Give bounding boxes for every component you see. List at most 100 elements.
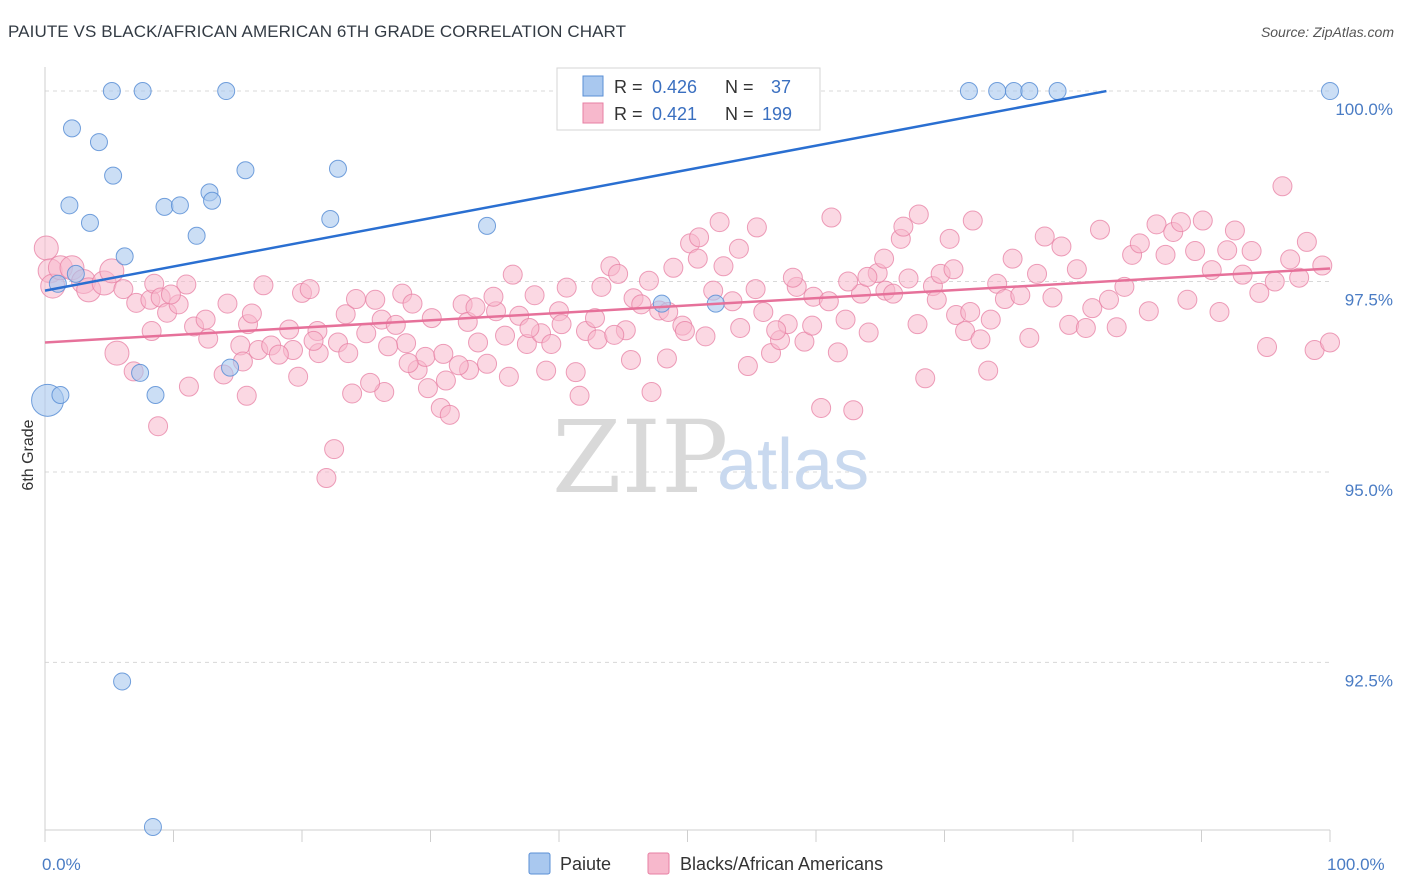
- black-point-41: [385, 314, 406, 335]
- black-point-211: [980, 309, 1001, 330]
- black-point-99: [835, 309, 856, 330]
- black-point-122: [1019, 327, 1040, 348]
- black-point-97: [818, 291, 839, 312]
- black-point-201: [802, 315, 823, 336]
- black-point-68: [584, 308, 605, 329]
- black-point-18: [195, 309, 216, 330]
- black-points: [33, 176, 1340, 489]
- black-trend-line: [44, 267, 1331, 344]
- black-point-170: [268, 344, 289, 365]
- black-point-159: [1312, 255, 1333, 276]
- chart-title: PAIUTE VS BLACK/AFRICAN AMERICAN 6TH GRA…: [8, 22, 627, 41]
- y-tick-label-3: 92.5%: [1345, 671, 1393, 690]
- black-point-186: [536, 360, 557, 381]
- black-point-75: [638, 270, 659, 291]
- black-point-66: [565, 362, 586, 383]
- paiute-point-32: [1020, 82, 1039, 101]
- legend-black-label: Blacks/African Americans: [680, 854, 883, 874]
- series-legend: Paiute Blacks/African Americans: [528, 852, 883, 875]
- paiute-point-22: [321, 210, 340, 229]
- paiute-point-20: [236, 161, 255, 180]
- black-point-81: [687, 248, 708, 269]
- black-point-147: [1217, 240, 1238, 261]
- black-point-141: [1170, 212, 1191, 233]
- black-point-196: [709, 212, 730, 233]
- black-point-198: [746, 217, 767, 238]
- black-point-78: [663, 257, 684, 278]
- black-point-183: [483, 286, 504, 307]
- black-point-134: [1114, 276, 1135, 297]
- black-point-39: [374, 381, 395, 402]
- stats-legend: R = 0.426 N = 37 R = 0.421 N = 199: [556, 67, 821, 131]
- black-point-44: [402, 293, 423, 314]
- paiute-point-29: [959, 82, 978, 101]
- watermark: ZIP atlas: [552, 399, 869, 516]
- y-tick-label-0: 100.0%: [1335, 100, 1393, 119]
- black-point-208: [926, 289, 947, 310]
- black-point-185: [519, 317, 540, 338]
- black-r-label: R =: [614, 104, 643, 124]
- black-point-71: [608, 263, 629, 284]
- black-point-115: [962, 210, 983, 231]
- black-point-175: [342, 383, 363, 404]
- black-point-50: [439, 404, 460, 425]
- paiute-point-1: [51, 386, 70, 405]
- black-point-191: [620, 349, 641, 370]
- black-point-131: [1089, 219, 1110, 240]
- black-point-130: [1082, 298, 1103, 319]
- black-point-25: [253, 275, 274, 296]
- black-point-121: [1010, 285, 1031, 306]
- paiute-point-27: [113, 672, 132, 691]
- black-point-204: [857, 266, 878, 287]
- paiute-point-30: [988, 82, 1007, 101]
- black-point-152: [1257, 337, 1278, 358]
- black-point-69: [591, 276, 612, 297]
- black-point-203: [838, 271, 859, 292]
- black-point-161: [104, 340, 130, 366]
- paiute-point-9: [104, 166, 123, 185]
- black-point-188: [569, 385, 590, 406]
- black-point-57: [495, 325, 516, 346]
- black-point-177: [378, 336, 399, 357]
- black-point-192: [641, 381, 662, 402]
- black-point-107: [898, 268, 919, 289]
- black-point-58: [502, 264, 523, 285]
- paiute-point-24: [478, 216, 497, 235]
- black-point-124: [1034, 226, 1055, 247]
- paiute-n-value: 37: [771, 77, 791, 97]
- black-point-153: [1264, 271, 1285, 292]
- black-point-116: [970, 329, 991, 350]
- black-point-86: [730, 317, 751, 338]
- black-point-112: [939, 228, 960, 249]
- black-point-87: [737, 356, 758, 377]
- axes: [44, 67, 1331, 842]
- black-point-46: [415, 346, 436, 367]
- black-point-148: [1224, 220, 1245, 241]
- paiute-point-4: [62, 119, 81, 138]
- black-point-151: [1249, 282, 1270, 303]
- black-point-133: [1106, 317, 1127, 338]
- black-point-146: [1209, 301, 1230, 322]
- paiute-point-8: [217, 82, 236, 101]
- paiute-point-23: [221, 358, 240, 377]
- paiute-point-33: [1048, 82, 1067, 101]
- black-point-180: [433, 343, 454, 364]
- black-point-98: [827, 342, 848, 363]
- black-n-value: 199: [762, 104, 792, 124]
- paiute-n-label: N =: [725, 77, 754, 97]
- paiute-point-13: [80, 213, 99, 232]
- source-label: Source: ZipAtlas.com: [1260, 24, 1394, 40]
- black-point-156: [1289, 267, 1310, 288]
- grid-lines: [45, 90, 1330, 663]
- black-point-84: [713, 256, 734, 277]
- black-point-137: [1138, 301, 1159, 322]
- black-point-65: [556, 277, 577, 298]
- black-point-37: [356, 323, 377, 344]
- black-point-210: [960, 301, 981, 322]
- black-point-108: [907, 314, 928, 335]
- black-point-202: [821, 207, 842, 228]
- black-point-35: [338, 343, 359, 364]
- black-point-195: [689, 227, 710, 248]
- black-point-139: [1155, 244, 1176, 265]
